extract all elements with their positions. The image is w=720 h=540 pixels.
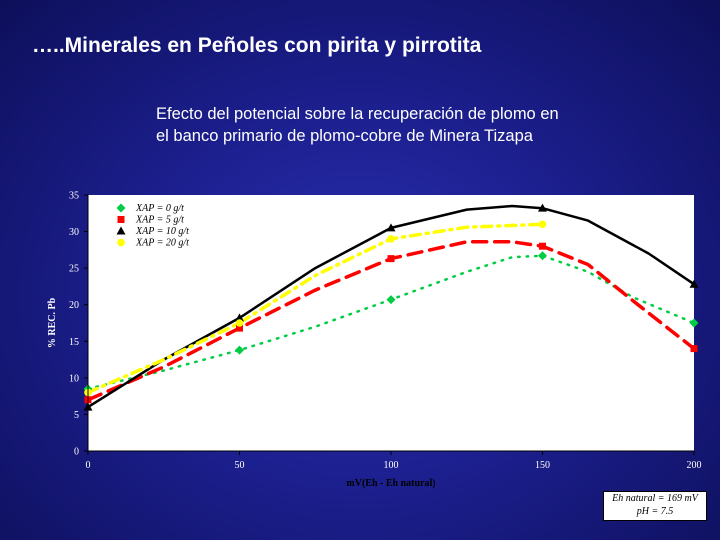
conditions-note-line-2: pH = 7.5 (636, 506, 674, 517)
series-1-point-2 (235, 345, 244, 355)
series-3-point-4 (538, 203, 547, 212)
y-tick-label: 5 (74, 410, 79, 421)
conditions-note: Eh natural = 169 mV pH = 7.5 (603, 491, 707, 521)
legend-marker-1 (116, 203, 126, 213)
slide-title: …..Minerales en Peñoles con pirita y pir… (32, 34, 482, 57)
series-1-point-4 (538, 251, 547, 261)
series-2-point-4 (539, 242, 546, 250)
chart-title: Efecto del potencial sobre la recuperaci… (156, 103, 626, 147)
x-tick-label: 0 (86, 460, 91, 471)
legend-label-4: XAP = 20 g/t (135, 238, 189, 249)
series-3-point-3 (386, 223, 396, 232)
legend-marker-3 (116, 226, 126, 235)
conditions-note-line-1: Eh natural = 169 mV (612, 493, 698, 504)
series-4-point-2 (235, 319, 244, 327)
series-line-4 (86, 222, 545, 395)
x-tick-label: 200 (687, 460, 702, 471)
y-tick-label: 10 (69, 373, 79, 384)
y-tick-label: 15 (69, 337, 79, 348)
x-tick-label: 50 (235, 460, 245, 471)
series-2-point-2 (236, 324, 243, 332)
series-lines (86, 204, 696, 409)
legend-marker-4 (117, 238, 125, 247)
x-tick-label: 150 (535, 460, 550, 471)
x-axis-label: mV(Eh - Eh natural) (346, 478, 435, 489)
series-1-point-5 (689, 318, 699, 328)
legend-label-1: XAP = 0 g/t (135, 203, 184, 214)
legend-label-3: XAP = 10 g/t (135, 226, 189, 237)
y-tick-label: 20 (69, 300, 79, 311)
series-line-1 (86, 254, 696, 391)
series-2-point-5 (690, 345, 698, 353)
chart-title-line-2: el banco primario de plomo-cobre de Mine… (156, 127, 533, 145)
y-axis-label: % REC. Pb (47, 297, 58, 348)
series-2-point-3 (387, 255, 395, 263)
x-tick-label: 100 (384, 460, 399, 471)
series-line-3 (86, 204, 696, 409)
y-tick-label: 30 (69, 227, 79, 238)
series-line-2 (86, 240, 696, 402)
y-tick-label: 0 (74, 447, 79, 458)
y-tick-label: 35 (69, 191, 79, 202)
series-4-point-4 (538, 220, 547, 229)
y-tick-label: 25 (69, 264, 79, 275)
series-1-point-3 (386, 295, 396, 305)
legend-label-2: XAP = 5 g/t (135, 215, 184, 226)
series-4-point-3 (387, 235, 395, 243)
series-3-point-5 (689, 279, 699, 288)
axes: 0 5 10 15 20 25 30 35 0 50 100 150 200 mV(Eh - Eh nat… (47, 191, 702, 490)
series-3-point-2 (235, 313, 244, 322)
legend-marker-2 (117, 216, 125, 223)
chart-title-line-1: Efecto del potencial sobre la recuperaci… (156, 105, 559, 123)
